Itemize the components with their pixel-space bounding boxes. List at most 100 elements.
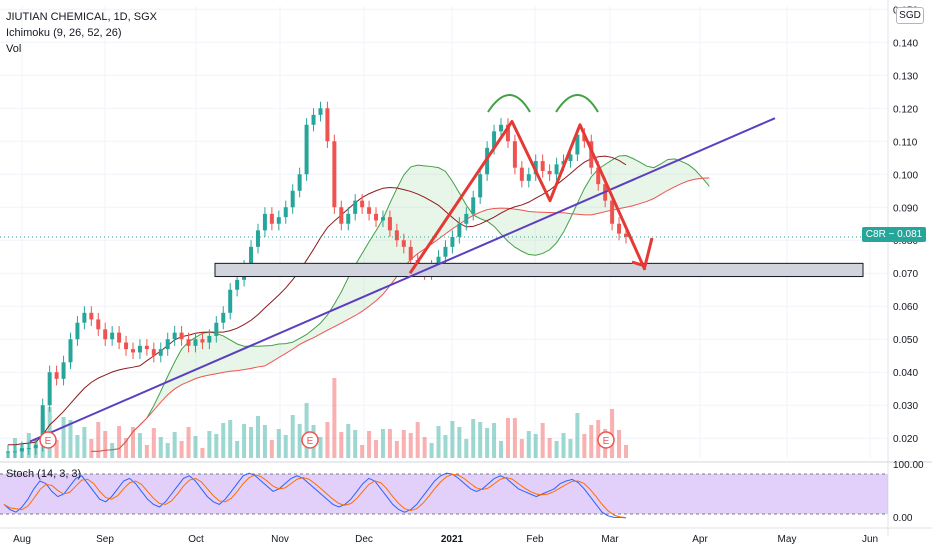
x-tick-label: 2021 (441, 534, 464, 545)
volume-bar (353, 430, 358, 458)
chart-title: JIUTIAN CHEMICAL, 1D, SGX (6, 11, 157, 23)
y-tick-label: 0.140 (893, 38, 918, 49)
price-axis[interactable]: 0.1500.1400.1300.1200.1100.1000.0900.080… (887, 0, 918, 536)
candle-body (172, 332, 177, 340)
candle-body (492, 131, 497, 148)
volume-bar (422, 437, 427, 458)
volume-bar (290, 415, 295, 458)
y-tick-label: 0.120 (893, 104, 918, 115)
volume-bar (374, 440, 379, 458)
x-tick-label: Oct (188, 534, 204, 545)
volume-bar (512, 418, 517, 458)
volume-bar (624, 445, 628, 458)
volume-bar (54, 440, 59, 458)
volume-bar (110, 443, 115, 458)
volume-bar (464, 439, 469, 458)
pattern-zigzag (408, 119, 647, 275)
candle-body (332, 141, 337, 208)
volume-bar (124, 438, 129, 458)
candle-body (75, 322, 80, 340)
volume-bar (478, 422, 483, 458)
candle-body (325, 108, 330, 142)
candle-body (339, 207, 344, 224)
candle-body (193, 339, 198, 346)
earnings-marker-label: E (307, 436, 314, 447)
earnings-marker (301, 431, 319, 449)
volume-bar (165, 443, 170, 458)
candle-body (568, 154, 573, 162)
time-axis[interactable]: Aug Sep Oct Nov Dec 2021 Feb Mar Apr May Jun (0, 527, 932, 545)
volume-bar (547, 438, 552, 458)
volume-bar (158, 437, 163, 458)
stoch-legend[interactable]: Stoch (14, 3, 3) (6, 468, 82, 480)
candle-body (61, 362, 66, 379)
volume-bar (589, 425, 594, 458)
candle-body (82, 312, 87, 323)
candle-body (499, 124, 504, 132)
candle-body (249, 246, 254, 267)
volume-bar (582, 434, 587, 458)
candle-body (262, 213, 267, 231)
candle-body (408, 246, 413, 261)
candle-body (596, 167, 601, 185)
x-tick-label: Apr (692, 534, 708, 545)
volume-bar (394, 441, 399, 458)
candle-body (103, 329, 108, 340)
candle-body (478, 174, 483, 198)
candle-body (450, 236, 455, 247)
candle-body (374, 213, 379, 221)
ichimoku-legend[interactable]: Ichimoku (9, 26, 52, 26) (6, 27, 122, 39)
volume-bar (339, 432, 344, 458)
ichimoku-cloud (91, 155, 710, 452)
volume-bar (214, 434, 219, 458)
candle-body (436, 256, 441, 267)
volume-legend[interactable]: Vol (6, 43, 22, 55)
volume-bar (443, 435, 448, 458)
candle-body (89, 312, 94, 320)
candle-body (19, 448, 24, 452)
volume-bar (304, 403, 309, 458)
candle-body (47, 372, 52, 406)
y-tick-label: 0.060 (893, 302, 918, 313)
candle-body (353, 200, 358, 214)
stoch-tick-100: 100.00 (893, 460, 924, 471)
volume-bar (269, 440, 274, 458)
volume-bar (380, 429, 385, 458)
candle-body (165, 339, 170, 350)
volume-bar (255, 416, 260, 458)
x-tick-label: Mar (601, 534, 619, 545)
volume-bar (221, 423, 226, 458)
y-tick-label: 0.070 (893, 269, 918, 280)
candle-body (235, 279, 240, 290)
volume-bar (89, 439, 94, 458)
volume-bar (436, 426, 441, 458)
candle-body (158, 349, 163, 356)
candle-body (96, 319, 101, 330)
candle-body (589, 141, 594, 168)
senkou-span-a (91, 155, 710, 452)
candle-body (519, 167, 524, 181)
y-tick-label: 0.020 (893, 434, 918, 445)
volume-bar (554, 441, 559, 458)
candle-body (401, 240, 406, 247)
candle-body (304, 124, 309, 175)
volume-bar (471, 419, 476, 458)
candle-body (554, 164, 559, 175)
volume-bar (103, 431, 108, 458)
candle-body (387, 217, 392, 231)
kijun-line (8, 155, 627, 446)
volume-bar (75, 435, 80, 458)
volume-bar (457, 427, 462, 458)
candle-body (33, 444, 38, 449)
volume-bar (519, 439, 524, 458)
volume-bar (228, 420, 233, 458)
currency-label[interactable]: SGD (896, 7, 924, 24)
x-tick-label: Aug (13, 534, 31, 545)
volume-bar (540, 423, 545, 458)
candle-body (255, 230, 260, 247)
earnings-marker (39, 431, 57, 449)
double-top-pattern (408, 94, 654, 275)
x-tick-label: Dec (355, 534, 373, 545)
